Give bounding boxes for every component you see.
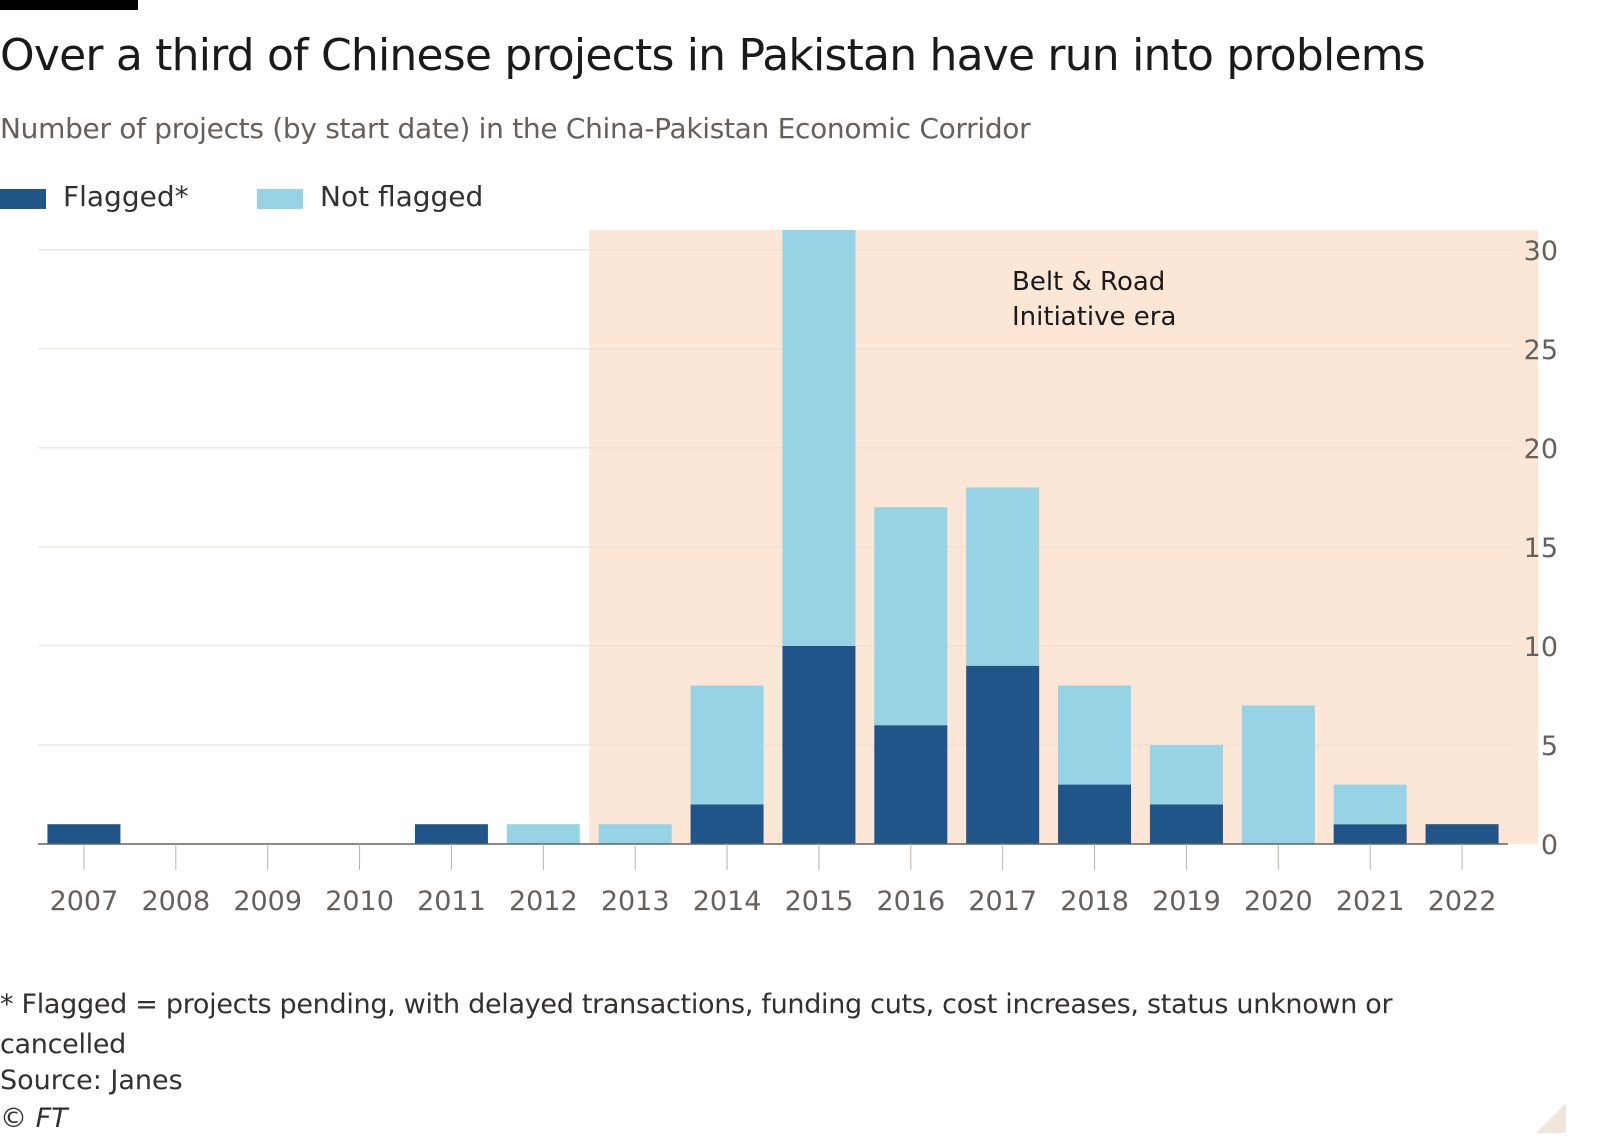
era-annotation-line2: Initiative era bbox=[1012, 302, 1176, 332]
brand-bar bbox=[0, 0, 138, 10]
bar-flagged bbox=[874, 725, 948, 844]
x-tick-label: 2016 bbox=[876, 886, 945, 917]
bars bbox=[47, 230, 1499, 844]
x-tick-label: 2022 bbox=[1428, 886, 1497, 917]
x-tick-label: 2012 bbox=[509, 886, 578, 917]
legend-label-flagged: Flagged* bbox=[63, 180, 189, 213]
x-tick-label: 2017 bbox=[968, 886, 1037, 917]
x-tick-label: 2013 bbox=[601, 886, 670, 917]
x-tick-label: 2008 bbox=[141, 886, 210, 917]
bar-not-flagged bbox=[966, 487, 1040, 666]
y-tick-label: 25 bbox=[1524, 335, 1558, 366]
y-tick-label: 10 bbox=[1524, 632, 1558, 663]
bar-not-flagged bbox=[1241, 705, 1315, 844]
copyright: © FT bbox=[0, 1103, 68, 1134]
x-tick-label: 2007 bbox=[50, 886, 119, 917]
bar-not-flagged bbox=[690, 685, 764, 805]
x-tick-label: 2014 bbox=[693, 886, 762, 917]
bar-not-flagged bbox=[506, 824, 580, 844]
y-tick-label: 20 bbox=[1524, 434, 1558, 465]
x-tick-label: 2020 bbox=[1244, 886, 1313, 917]
chart-title: Over a third of Chinese projects in Paki… bbox=[0, 30, 1426, 81]
bar-not-flagged bbox=[782, 230, 856, 646]
y-tick-label: 5 bbox=[1541, 731, 1558, 762]
bar-not-flagged bbox=[874, 507, 948, 726]
legend-swatch-not-flagged bbox=[257, 189, 303, 209]
bar-not-flagged bbox=[1058, 685, 1132, 785]
chart-subtitle: Number of projects (by start date) in th… bbox=[0, 112, 1031, 145]
x-tick-label: 2011 bbox=[417, 886, 486, 917]
x-tick-label: 2015 bbox=[785, 886, 854, 917]
y-tick-label: 15 bbox=[1524, 533, 1558, 564]
bar-not-flagged bbox=[1333, 784, 1407, 825]
x-tick-label: 2009 bbox=[233, 886, 302, 917]
footnote: * Flagged = projects pending, with delay… bbox=[0, 989, 1393, 1060]
x-tick-label: 2021 bbox=[1336, 886, 1405, 917]
legend-label-not-flagged: Not flagged bbox=[320, 180, 484, 213]
y-tick-label: 30 bbox=[1524, 236, 1558, 267]
bar-not-flagged bbox=[598, 824, 672, 844]
stacked-bar-chart: 0 5 10 15 20 25 30 2007 2008 2009 2010 2011 2012 2013… bbox=[38, 230, 1558, 917]
bar-flagged bbox=[966, 665, 1040, 844]
source-note: Source: Janes bbox=[0, 1065, 183, 1096]
legend-swatch-flagged bbox=[0, 189, 46, 209]
bar-not-flagged bbox=[1149, 744, 1223, 805]
bar-flagged bbox=[1058, 784, 1132, 844]
bar-flagged bbox=[414, 824, 488, 844]
bar-flagged bbox=[1425, 824, 1499, 844]
x-tick-label: 2019 bbox=[1152, 886, 1221, 917]
axes: 0 5 10 15 20 25 30 2007 2008 2009 2010 2011 2012 2013… bbox=[38, 236, 1558, 917]
era-annotation-line1: Belt & Road bbox=[1012, 267, 1165, 297]
bar-flagged bbox=[47, 824, 121, 844]
bar-flagged bbox=[1333, 824, 1407, 844]
bar-flagged bbox=[1149, 804, 1223, 844]
y-tick-label: 0 bbox=[1541, 830, 1558, 861]
x-tick-label: 2018 bbox=[1060, 886, 1129, 917]
bar-flagged bbox=[690, 804, 764, 844]
bar-flagged bbox=[782, 645, 856, 844]
corner-mark bbox=[1536, 1103, 1566, 1133]
x-tick-label: 2010 bbox=[325, 886, 394, 917]
